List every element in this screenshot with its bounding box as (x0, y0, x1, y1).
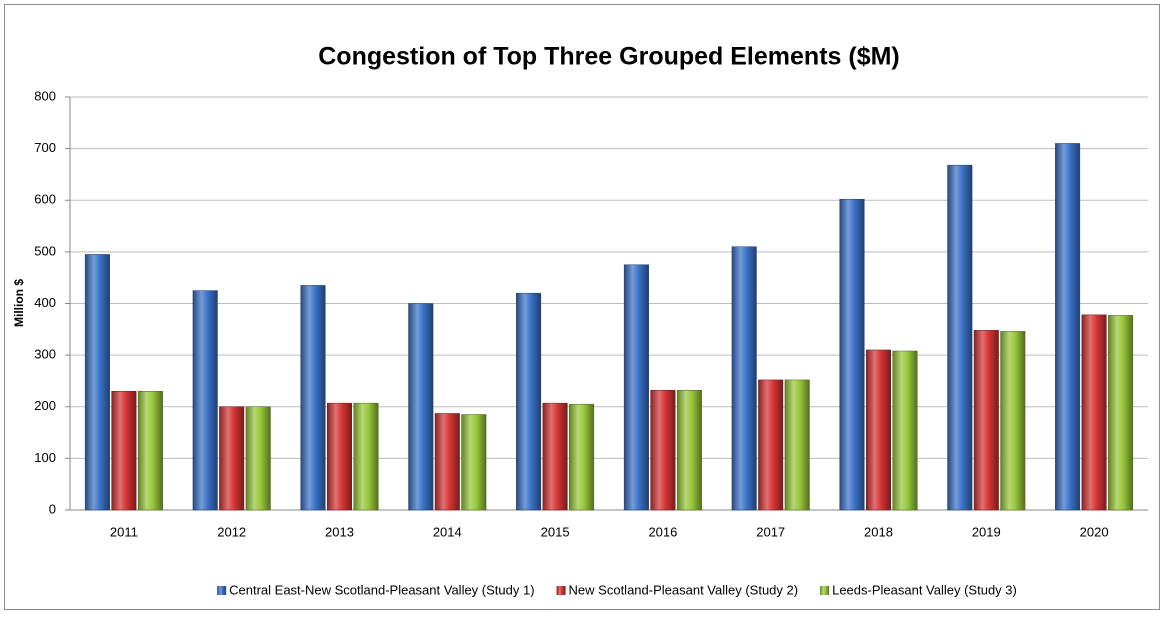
x-tick-label: 2016 (648, 524, 677, 539)
x-tick-label: 2019 (972, 524, 1001, 539)
bar (569, 403, 595, 511)
bar (461, 414, 487, 511)
bar (1000, 331, 1026, 511)
legend-swatch (820, 586, 830, 595)
bar (516, 292, 542, 511)
bar (866, 349, 891, 511)
legend-swatch (556, 586, 566, 595)
x-tick-label: 2017 (756, 524, 785, 539)
y-tick-label: 500 (34, 243, 56, 258)
legend-label: New Scotland-Pleasant Valley (Study 2) (569, 582, 799, 597)
bar (192, 290, 218, 511)
bar (650, 389, 676, 511)
legend-label: Central East-New Scotland-Pleasant Valle… (229, 582, 534, 597)
y-tick-label: 400 (34, 295, 56, 310)
legend-label: Leeds-Pleasant Valley (Study 3) (832, 582, 1017, 597)
bar (84, 254, 110, 511)
y-tick-label: 200 (34, 398, 56, 413)
bar (353, 402, 379, 511)
legend-swatch (217, 586, 227, 595)
y-tick-label: 300 (34, 347, 56, 362)
bar (892, 350, 918, 511)
y-tick-label: 600 (34, 192, 56, 207)
bar (219, 406, 245, 511)
bar (973, 330, 999, 511)
bar (1081, 314, 1107, 511)
bar (245, 406, 271, 511)
bar (137, 391, 163, 511)
bar (676, 389, 702, 511)
bar (784, 379, 810, 511)
chart-title: Congestion of Top Three Grouped Elements… (318, 43, 900, 71)
bar (623, 264, 649, 511)
x-tick-label: 2020 (1080, 524, 1109, 539)
bar (434, 413, 460, 511)
x-tick-label: 2012 (217, 524, 246, 539)
bar (1108, 315, 1134, 511)
x-tick-label: 2013 (325, 524, 354, 539)
chart-frame (4, 4, 1160, 610)
x-tick-label: 2015 (541, 524, 570, 539)
y-tick-label: 0 (49, 501, 56, 516)
bar (542, 402, 568, 511)
bar (408, 303, 434, 511)
bar (731, 246, 757, 511)
y-tick-label: 800 (34, 88, 56, 103)
x-tick-label: 2014 (433, 524, 462, 539)
bar (327, 402, 352, 511)
bar (839, 198, 865, 511)
bar (111, 391, 137, 511)
y-axis-label: Million $ (12, 279, 26, 327)
bar (947, 164, 973, 511)
y-tick-label: 700 (34, 140, 56, 155)
y-tick-label: 100 (34, 450, 56, 465)
bar (758, 379, 784, 511)
bar (300, 285, 326, 511)
x-tick-label: 2011 (110, 524, 138, 539)
bar (1055, 143, 1081, 511)
x-tick-label: 2018 (864, 524, 893, 539)
